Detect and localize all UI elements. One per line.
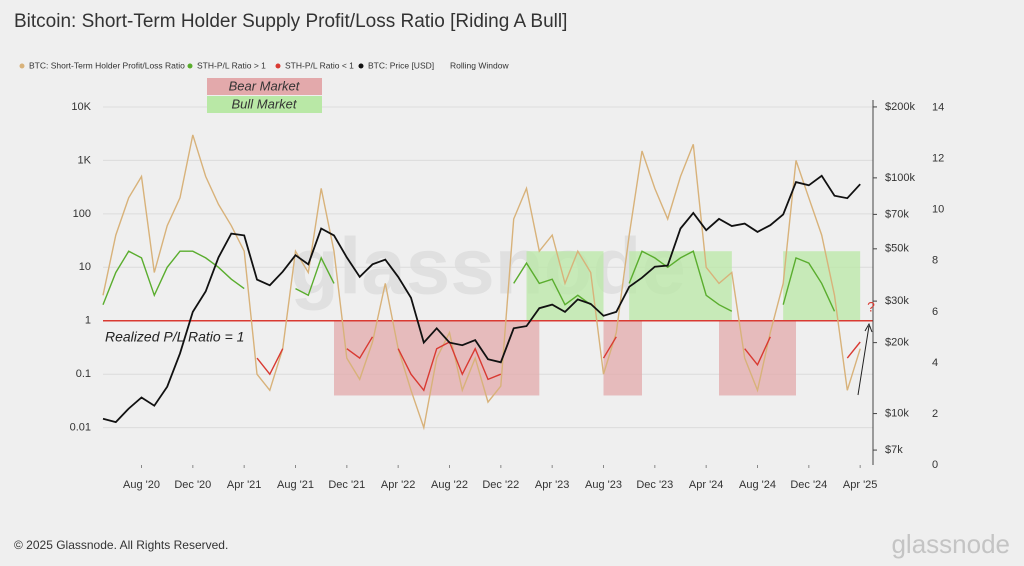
legend-label: Rolling Window xyxy=(450,60,509,70)
y3-tick-label: 2 xyxy=(932,408,938,420)
legend-marker xyxy=(275,63,281,69)
x-tick-label: Dec '22 xyxy=(482,479,519,491)
region xyxy=(603,320,642,396)
region xyxy=(783,251,861,321)
legend-label: BTC: Short-Term Holder Profit/Loss Ratio xyxy=(29,60,185,70)
footer: © 2025 Glassnode. All Rights Reserved. xyxy=(14,538,228,552)
series-line xyxy=(102,134,861,431)
legend-marker xyxy=(187,63,193,69)
x-tick-label: Aug '21 xyxy=(277,479,314,491)
x-tick-label: Dec '24 xyxy=(790,479,827,491)
y3-tick-label: 0 xyxy=(932,459,938,471)
x-tick-label: Apr '21 xyxy=(227,479,262,491)
y-tick-label: 1K xyxy=(78,154,92,166)
y3-tick-label: 14 xyxy=(932,102,944,114)
region-legend-box xyxy=(207,78,322,95)
chart-title: Bitcoin: Short-Term Holder Supply Profit… xyxy=(14,11,567,32)
y3-tick-label: 6 xyxy=(932,306,938,318)
legend-label: STH-P/L Ratio > 1 xyxy=(197,60,266,70)
series-line xyxy=(513,261,592,306)
y3-tick-label: 8 xyxy=(932,255,938,267)
y2-tick-label: $30k xyxy=(885,295,909,307)
x-tick-label: Aug '20 xyxy=(123,479,160,491)
arrow xyxy=(857,322,873,396)
y2-tick-label: $100k xyxy=(885,172,915,184)
x-tick-label: Dec '20 xyxy=(174,479,211,491)
y2-tick-label: $7k xyxy=(885,444,903,456)
reference-label: Realized P/L Ratio = 1 xyxy=(105,328,244,344)
series-line xyxy=(628,250,733,312)
legend-label: BTC: Price [USD] xyxy=(368,60,434,70)
x-tick-label: Apr '24 xyxy=(689,479,724,491)
y2-tick-label: $50k xyxy=(885,243,909,255)
y-tick-label: 10K xyxy=(71,101,91,113)
series-line xyxy=(102,250,245,305)
x-tick-label: Apr '22 xyxy=(381,479,416,491)
y3-tick-label: 12 xyxy=(932,153,944,165)
series-line xyxy=(744,336,771,367)
series-line xyxy=(602,336,617,359)
x-tick-label: Dec '23 xyxy=(636,479,673,491)
watermark: glassnode xyxy=(290,222,686,311)
y-tick-label: 10 xyxy=(79,261,91,273)
y2-tick-label: $200k xyxy=(885,101,915,113)
x-tick-label: Apr '23 xyxy=(535,479,570,491)
y2-tick-label: $10k xyxy=(885,407,909,419)
y-tick-label: 100 xyxy=(73,208,91,220)
series-line xyxy=(102,174,861,424)
x-tick-label: Apr '25 xyxy=(843,479,878,491)
x-tick-label: Dec '21 xyxy=(328,479,365,491)
series-line xyxy=(256,348,284,376)
y2-tick-label: $70k xyxy=(885,208,909,220)
y3-tick-label: 10 xyxy=(932,204,944,216)
legend-marker xyxy=(19,63,25,69)
y-tick-label: 1 xyxy=(85,315,91,327)
series-line xyxy=(782,256,836,312)
series-line xyxy=(846,341,861,359)
x-tick-label: Aug '23 xyxy=(585,479,622,491)
region-legend-label: Bull Market xyxy=(231,96,297,111)
y3-tick-label: 4 xyxy=(932,357,938,369)
region xyxy=(629,251,732,321)
region-legend-box xyxy=(207,96,322,113)
y2-tick-label: $20k xyxy=(885,337,909,349)
x-tick-label: Aug '22 xyxy=(431,479,468,491)
legend-marker xyxy=(358,63,364,69)
logo: glassnode xyxy=(891,529,1010,559)
annotation: ? xyxy=(867,299,875,315)
x-tick-label: Aug '24 xyxy=(739,479,776,491)
legend-label: STH-P/L Ratio < 1 xyxy=(285,60,354,70)
series-line xyxy=(346,336,374,360)
region xyxy=(719,320,796,396)
y-tick-label: 0.1 xyxy=(76,368,91,380)
y-tick-label: 0.01 xyxy=(70,422,91,434)
series-line xyxy=(295,256,335,297)
region-legend-label: Bear Market xyxy=(229,78,301,93)
